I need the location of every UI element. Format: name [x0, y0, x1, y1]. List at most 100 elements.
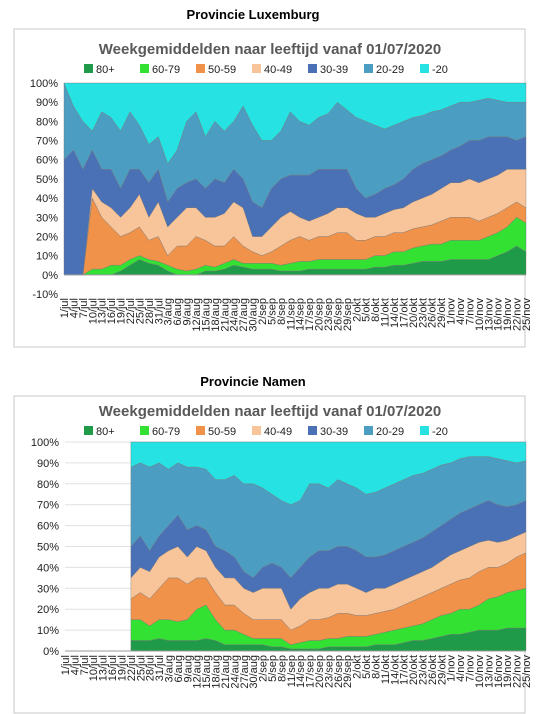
chart-heading: Provincie Luxemburg [187, 7, 320, 22]
x-tick-label: 16/jul [106, 298, 118, 324]
x-tick-label: 3/aug [164, 655, 176, 683]
x-tick-label: 6/aug [172, 298, 184, 326]
x-tick-label: 5/sep [267, 655, 279, 682]
x-tick-label: 7/jul [79, 655, 91, 675]
x-tick-label: 17/okt [399, 655, 411, 685]
x-tick-label: 19/nov [502, 298, 514, 332]
x-tick-label: 26/sep [332, 298, 344, 331]
legend-label: 20-29 [376, 64, 404, 76]
x-tick-label: 4/jul [68, 298, 80, 318]
x-tick-label: 18/aug [211, 655, 223, 689]
x-tick-label: 30/aug [248, 655, 260, 689]
y-tick-label: 0% [43, 646, 59, 658]
legend-label: 30-39 [320, 64, 348, 76]
y-tick-label: 0% [42, 270, 58, 282]
x-tick-label: 28/jul [144, 298, 156, 324]
legend-swatch [140, 426, 149, 435]
legend-swatch [308, 64, 317, 73]
legend-swatch [364, 64, 373, 73]
x-tick-label: 5/okt [361, 298, 373, 322]
legend-label: 80+ [96, 64, 115, 76]
x-tick-label: 6/aug [173, 655, 185, 683]
x-tick-label: 29/okt [436, 298, 448, 328]
x-tick-label: 9/aug [182, 655, 194, 683]
legend-label: 80+ [96, 426, 115, 438]
x-tick-label: 7/jul [78, 298, 90, 318]
x-tick-label: 13/jul [97, 298, 109, 324]
legend-swatch [420, 64, 429, 73]
x-tick-label: 7/nov [465, 655, 477, 682]
x-tick-label: 25/jul [134, 298, 146, 324]
x-tick-label: 25/jul [135, 655, 147, 681]
x-tick-label: 26/okt [427, 655, 439, 685]
chart-title: Weekgemiddelden naar leeftijd vanaf 01/0… [99, 41, 441, 58]
y-tick-label: 30% [36, 212, 58, 224]
legend-label: 40-49 [264, 64, 292, 76]
x-tick-label: 22/jul [125, 298, 137, 324]
x-tick-label: 19/jul [116, 298, 128, 324]
x-tick-label: 23/sep [323, 298, 335, 331]
x-tick-label: 17/sep [304, 298, 316, 331]
x-tick-label: 16/jul [107, 655, 119, 681]
legend-swatch [252, 64, 261, 73]
x-tick-label: 11/sep [286, 655, 298, 687]
y-tick-label: 90% [36, 97, 58, 109]
x-tick-label: 23/okt [418, 655, 430, 685]
x-tick-label: 22/nov [512, 655, 524, 689]
y-tick-label: 20% [36, 231, 58, 243]
legend-swatch [84, 426, 93, 435]
x-tick-label: 17/sep [305, 655, 317, 688]
x-tick-label: 2/okt [351, 298, 363, 322]
legend-label: 50-59 [208, 426, 236, 438]
area [63, 82, 527, 165]
x-tick-label: 11/okt [380, 655, 392, 684]
x-tick-label: 4/nov [455, 655, 467, 682]
x-tick-label: 14/sep [295, 655, 307, 688]
x-tick-label: 13/nov [483, 655, 495, 689]
x-tick-label: 15/aug [200, 298, 212, 332]
x-tick-label: 29/sep [342, 298, 354, 331]
y-tick-label: 10% [37, 625, 59, 637]
x-tick-label: 21/aug [219, 298, 231, 332]
y-tick-label: 100% [31, 437, 59, 449]
x-tick-label: 22/nov [512, 298, 524, 332]
x-tick-label: 14/sep [295, 298, 307, 331]
legend-swatch [364, 426, 373, 435]
x-tick-label: 2/sep [257, 298, 269, 325]
x-tick-label: 11/sep [285, 298, 297, 330]
x-tick-label: 1/nov [446, 298, 458, 325]
chart-title: Weekgemiddelden naar leeftijd vanaf 01/0… [99, 403, 441, 420]
x-tick-label: 24/aug [229, 298, 241, 332]
x-tick-label: 31/jul [153, 298, 165, 324]
y-tick-label: 80% [36, 116, 58, 128]
x-tick-label: 8/okt [371, 655, 383, 679]
x-tick-label: 8/sep [276, 298, 288, 325]
x-tick-label: 1/nov [446, 655, 458, 682]
x-tick-label: 5/sep [266, 298, 278, 325]
y-tick-label: 70% [36, 136, 58, 148]
legend-swatch [252, 426, 261, 435]
x-tick-label: 16/nov [493, 655, 505, 689]
x-tick-label: 22/jul [126, 655, 138, 681]
x-tick-label: 19/jul [116, 655, 128, 681]
y-tick-label: 80% [37, 479, 59, 491]
x-tick-label: 14/okt [389, 298, 401, 328]
x-tick-label: 7/nov [464, 298, 476, 325]
legend-label: 50-59 [208, 64, 236, 76]
x-tick-label: 16/nov [493, 298, 505, 332]
x-tick-label: 2/okt [352, 655, 364, 679]
legend-swatch [196, 64, 205, 73]
x-tick-label: 23/sep [323, 655, 335, 688]
x-tick-label: 10/nov [474, 655, 486, 689]
x-tick-label: 27/aug [239, 655, 251, 689]
legend-swatch [84, 64, 93, 73]
x-tick-label: 21/aug [220, 655, 232, 689]
x-tick-label: 29/sep [342, 655, 354, 688]
legend-label: -20 [432, 426, 448, 438]
x-tick-label: 30/aug [248, 298, 260, 332]
y-tick-label: 10% [36, 251, 58, 263]
x-tick-label: 8/okt [370, 298, 382, 322]
x-tick-label: 27/aug [238, 298, 250, 332]
x-tick-label: 20/okt [408, 298, 420, 328]
y-tick-label: 50% [36, 174, 58, 186]
